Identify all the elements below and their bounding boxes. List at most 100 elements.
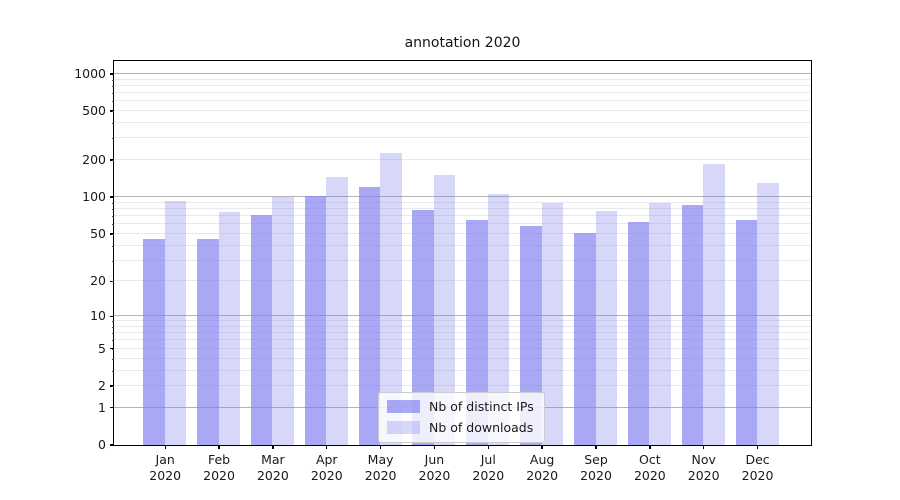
- plot-area: [112, 59, 812, 446]
- gridline-minor: [113, 159, 811, 161]
- x-tick-mark: [595, 445, 597, 449]
- legend-item-distinct-ips: Nb of distinct IPs: [387, 399, 534, 414]
- y-tick-mark: [110, 315, 114, 317]
- x-tick-label: Nov 2020: [687, 452, 720, 483]
- x-tick-mark: [487, 445, 489, 449]
- legend: Nb of distinct IPs Nb of downloads: [378, 392, 545, 443]
- bar-distinct-ips: [466, 220, 488, 445]
- bar-distinct-ips: [412, 209, 434, 445]
- y-tick-label: 1000: [74, 65, 106, 81]
- y-minor-tick-mark: [112, 326, 114, 328]
- bar-downloads: [595, 211, 617, 445]
- bar-downloads: [326, 176, 348, 445]
- y-tick-label: 200: [82, 152, 106, 168]
- bar-downloads: [757, 182, 779, 445]
- bar-distinct-ips: [735, 219, 758, 445]
- x-tick-label: Dec 2020: [741, 452, 774, 483]
- y-tick-label: 10: [90, 308, 106, 324]
- y-minor-tick-mark: [112, 340, 114, 342]
- gridline-minor: [113, 201, 811, 203]
- bar-downloads: [433, 175, 456, 445]
- gridline-minor: [113, 100, 811, 102]
- gridline-minor: [113, 215, 811, 217]
- bar-distinct-ips: [358, 186, 381, 445]
- y-minor-tick-mark: [112, 202, 114, 204]
- x-tick-label: Jun 2020: [418, 452, 451, 483]
- gridline-minor: [113, 320, 811, 322]
- x-tick-label: May 2020: [364, 452, 397, 483]
- x-tick-label: Sep 2020: [580, 452, 612, 483]
- y-tick-mark: [110, 348, 114, 350]
- gridline-minor: [113, 244, 811, 246]
- gridline-minor: [113, 122, 811, 124]
- y-minor-tick-mark: [112, 370, 114, 372]
- legend-swatch-downloads: [387, 421, 420, 434]
- y-minor-tick-mark: [112, 385, 114, 387]
- y-tick-mark: [110, 73, 114, 75]
- gridline-minor: [113, 369, 811, 371]
- gridline-minor: [113, 259, 811, 261]
- y-tick-mark: [110, 233, 114, 235]
- gridline-minor: [113, 84, 811, 86]
- x-tick-label: Jan 2020: [149, 452, 182, 483]
- gridline-major: [113, 315, 811, 317]
- gridline-minor: [113, 332, 811, 334]
- gridline-minor: [113, 137, 811, 139]
- y-minor-tick-mark: [112, 245, 114, 247]
- x-tick-label: Oct 2020: [633, 452, 666, 483]
- x-tick-mark: [541, 445, 543, 449]
- bar-distinct-ips: [143, 238, 165, 445]
- y-tick-label: 50: [90, 225, 106, 241]
- y-tick-mark: [110, 444, 114, 446]
- bar-distinct-ips: [250, 214, 273, 445]
- bar-downloads: [649, 202, 671, 445]
- bar-downloads: [164, 200, 187, 445]
- y-minor-tick-mark: [112, 123, 114, 125]
- bar-downloads: [272, 196, 294, 445]
- y-minor-tick-mark: [112, 160, 114, 162]
- bar-downloads: [487, 193, 510, 445]
- y-tick-label: 100: [82, 189, 106, 205]
- gridline-minor: [113, 78, 811, 80]
- x-tick-label: Aug 2020: [526, 452, 559, 483]
- y-minor-tick-mark: [112, 233, 114, 235]
- y-minor-tick-mark: [112, 333, 114, 335]
- chart-title: annotation 2020: [404, 35, 521, 51]
- y-tick-label: 2: [98, 377, 106, 393]
- bar-distinct-ips: [681, 205, 704, 445]
- y-tick-mark: [110, 196, 114, 198]
- y-minor-tick-mark: [112, 224, 114, 226]
- y-tick-mark: [110, 280, 114, 283]
- plot-canvas: [113, 61, 811, 445]
- y-tick-label: 0: [98, 437, 106, 452]
- gridline-minor: [113, 384, 811, 386]
- bar-downloads: [541, 203, 564, 445]
- bar-distinct-ips: [627, 222, 650, 445]
- y-tick-mark: [110, 110, 114, 112]
- gridline-major: [113, 72, 811, 74]
- gridline-minor: [113, 110, 811, 112]
- y-minor-tick-mark: [112, 85, 114, 87]
- gridline-minor: [113, 347, 811, 349]
- legend-swatch-distinct-ips: [387, 400, 420, 413]
- x-tick-mark: [272, 445, 274, 449]
- gridline-minor: [113, 92, 811, 94]
- x-tick-label: Mar 2020: [256, 452, 289, 483]
- gridline-minor: [113, 357, 811, 359]
- y-minor-tick-mark: [112, 321, 114, 323]
- legend-label-distinct-ips: Nb of distinct IPs: [429, 399, 534, 414]
- legend-label-downloads: Nb of downloads: [429, 420, 534, 435]
- x-tick-mark: [756, 445, 759, 449]
- x-tick-mark: [433, 445, 436, 449]
- y-minor-tick-mark: [112, 358, 114, 360]
- bar-distinct-ips: [304, 196, 327, 445]
- x-tick-mark: [218, 445, 220, 449]
- gridline-minor: [113, 207, 811, 209]
- y-minor-tick-mark: [112, 281, 114, 283]
- x-tick-label: Feb 2020: [203, 452, 235, 483]
- y-tick-mark: [110, 407, 114, 409]
- y-minor-tick-mark: [112, 216, 114, 218]
- legend-item-downloads: Nb of downloads: [387, 420, 534, 435]
- y-tick-label: 1: [98, 399, 106, 415]
